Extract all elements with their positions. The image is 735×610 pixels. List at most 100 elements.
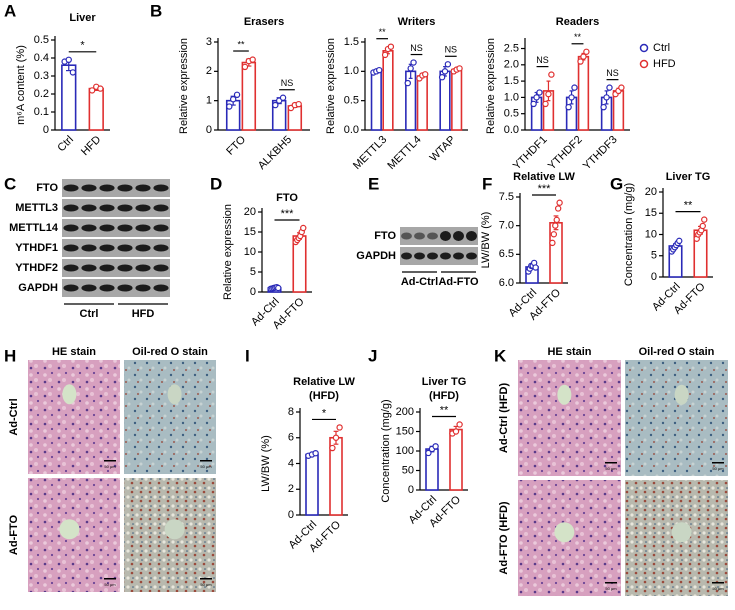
- scale-label: 50 μm: [104, 464, 116, 469]
- data-point: [275, 284, 282, 292]
- data-point: [533, 94, 540, 101]
- blot-band: [81, 224, 97, 232]
- blot-band: [401, 232, 412, 240]
- x-tick-label: YTHDF1: [511, 134, 550, 173]
- y-tick-label: 2: [288, 483, 294, 495]
- blot-band: [99, 264, 115, 272]
- y-tick-label: 3: [206, 36, 212, 48]
- data-point: [701, 216, 708, 223]
- data-point: [456, 65, 463, 72]
- significance-label: NS: [281, 78, 294, 88]
- scale-bar: [605, 582, 617, 584]
- scale-bar: [605, 462, 617, 464]
- bar: [577, 55, 590, 131]
- chart-title: FTO: [276, 192, 298, 204]
- data-point: [556, 199, 563, 206]
- micrograph: [124, 360, 216, 474]
- scale-bar: [200, 460, 212, 462]
- data-point: [603, 94, 610, 101]
- data-point: [404, 79, 411, 87]
- y-axis-label: Relative expression: [325, 38, 337, 134]
- row-label: Ad-FTO: [8, 514, 20, 555]
- y-tick-label: 0.3: [34, 70, 49, 82]
- blot-strip: [62, 199, 170, 217]
- y-tick-label: 15: [645, 207, 657, 219]
- y-tick-label: 1.0: [344, 65, 359, 77]
- y-axis-label: LW/BW (%): [480, 212, 492, 269]
- y-tick-label: 10: [645, 228, 657, 240]
- blot-band: [63, 204, 79, 212]
- scale-bar: [104, 578, 116, 580]
- data-point: [552, 222, 559, 229]
- data-point: [422, 71, 429, 78]
- bar: [449, 428, 463, 491]
- scale-label: 50 μm: [712, 586, 724, 591]
- blot-band: [414, 252, 425, 260]
- blot-band: [440, 252, 451, 260]
- blot-band: [81, 244, 97, 252]
- data-point: [376, 66, 383, 74]
- micrograph: [625, 360, 728, 476]
- blot-band: [135, 264, 151, 272]
- blot-band: [117, 264, 133, 272]
- y-tick-label: 150: [396, 425, 414, 437]
- chart-title: Liver TG: [422, 376, 467, 388]
- y-tick-label: 0: [250, 286, 256, 298]
- y-tick-label: 0.5: [344, 95, 359, 107]
- data-point: [583, 48, 590, 55]
- chart-title: Relative LW: [293, 376, 355, 388]
- y-tick-label: 0.2: [34, 88, 49, 100]
- data-point: [312, 450, 319, 457]
- data-point: [336, 424, 343, 431]
- significance-label: NS: [536, 55, 549, 65]
- y-axis-label: Concentration (mg/g): [623, 183, 635, 286]
- data-point: [300, 224, 307, 232]
- data-point: [387, 43, 395, 50]
- data-point: [577, 58, 584, 65]
- scale-bar: [200, 578, 212, 580]
- blot-band: [63, 224, 79, 232]
- panel-letter: F: [482, 174, 492, 193]
- y-tick-label: 0: [651, 271, 657, 283]
- blot-band: [99, 184, 115, 192]
- blot-group-label: Ad-Ctrl: [401, 276, 438, 288]
- blot-band: [63, 184, 79, 192]
- data-point: [571, 84, 578, 91]
- panel-letter: J: [368, 346, 377, 365]
- data-point: [606, 84, 613, 91]
- blot-strip: [62, 219, 170, 237]
- vessel: [167, 384, 182, 405]
- significance-label: ***: [538, 183, 552, 195]
- y-tick-label: 6.5: [499, 248, 514, 260]
- y-axis-label: Concentration (mg/g): [380, 399, 392, 502]
- data-point: [550, 231, 558, 238]
- y-tick-label: 0.1: [34, 106, 49, 118]
- x-tick-label: METTL3: [351, 134, 389, 172]
- y-tick-label: 0.4: [34, 52, 49, 64]
- data-point: [600, 103, 607, 111]
- scale-bar: [712, 462, 724, 464]
- x-tick-label: HFD: [79, 134, 104, 159]
- blot-band: [153, 284, 169, 292]
- scale-label: 50 μm: [200, 582, 212, 587]
- data-point: [553, 216, 560, 224]
- blot-band: [153, 184, 169, 192]
- blot-row-label: FTO: [36, 182, 58, 194]
- scale-bar: [712, 582, 724, 584]
- blot-row-label: METTL14: [9, 222, 59, 234]
- data-point: [456, 421, 463, 428]
- y-tick-label: 8: [288, 406, 294, 418]
- panel-letter: D: [210, 174, 222, 193]
- legend-marker: [639, 59, 649, 69]
- blot-band: [135, 204, 151, 212]
- significance-label: NS: [410, 43, 423, 53]
- y-axis-label: Relative expression: [485, 38, 497, 134]
- data-point: [407, 65, 414, 72]
- y-tick-label: 5: [651, 250, 657, 262]
- chart-title: Liver: [69, 12, 96, 24]
- scale-label: 50 μm: [104, 582, 116, 587]
- blot-band: [117, 184, 133, 192]
- blot-row-label: GAPDH: [18, 282, 58, 294]
- blot-group-label: Ctrl: [80, 308, 99, 320]
- data-point: [699, 222, 706, 230]
